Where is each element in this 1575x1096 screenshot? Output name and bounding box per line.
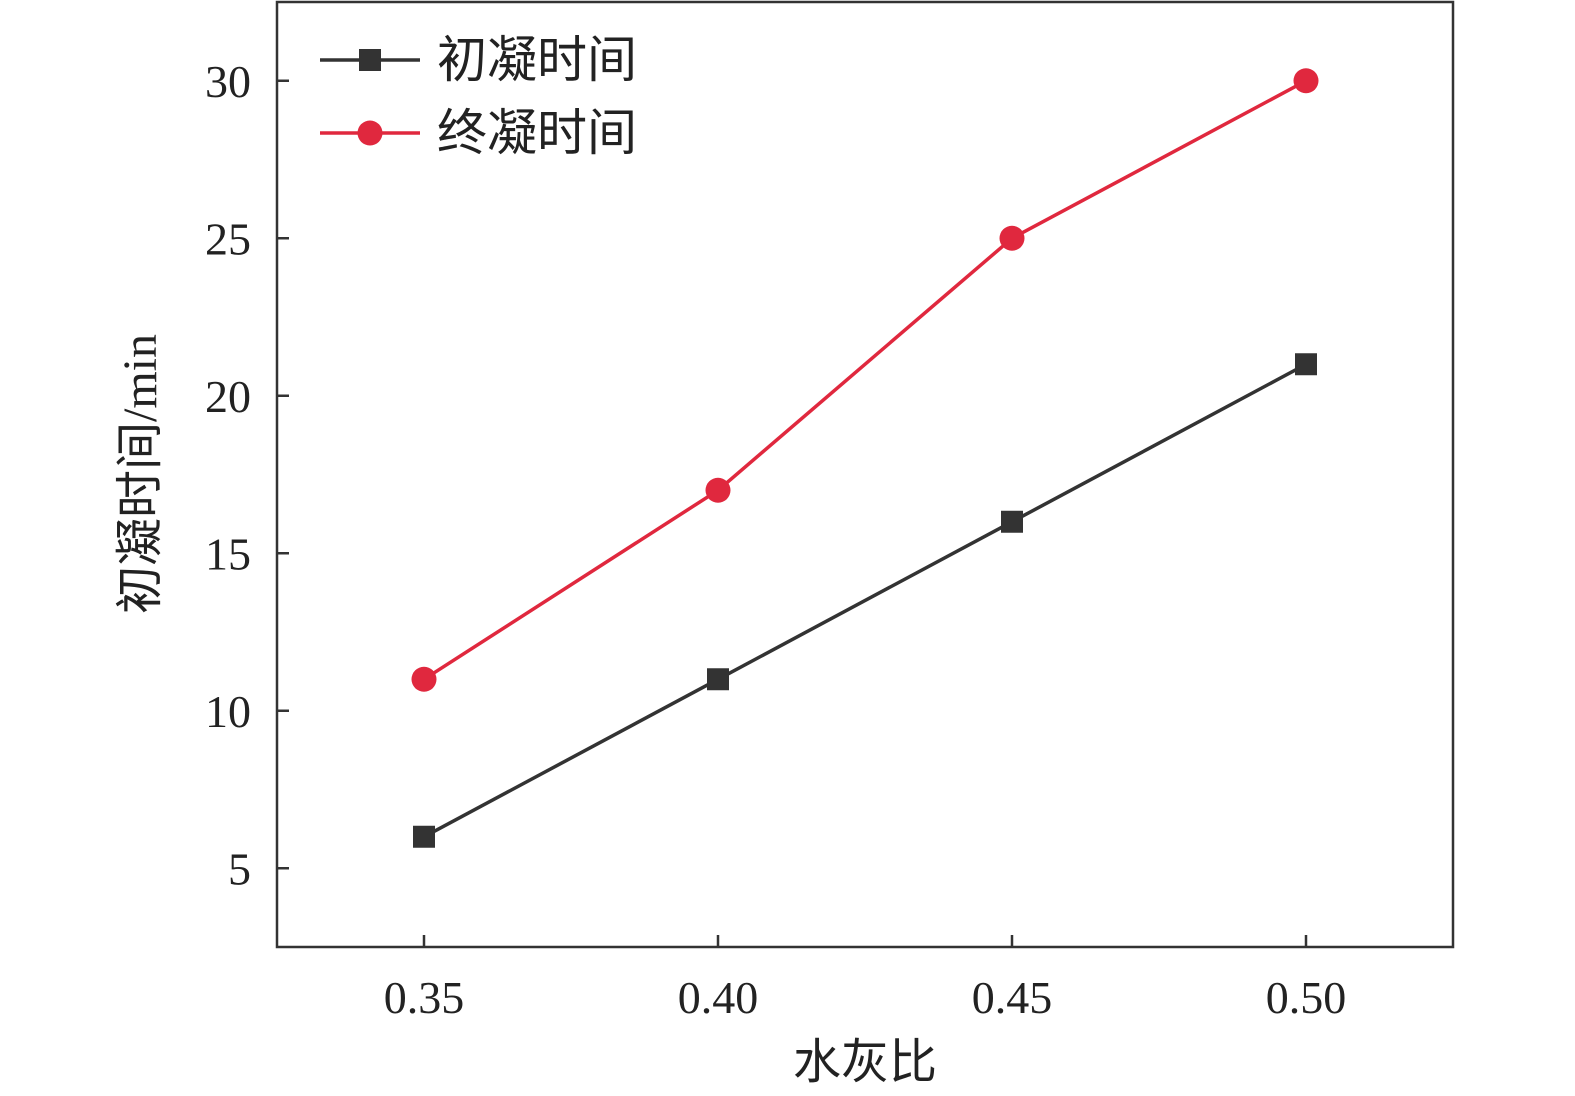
- y-axis-title: 初凝时间/min: [114, 334, 167, 614]
- data-point-square: [1001, 510, 1023, 533]
- data-point-circle: [999, 225, 1025, 251]
- data-point-square: [1295, 353, 1317, 376]
- data-point-circle: [1293, 68, 1319, 94]
- legend-label: 终凝时间: [437, 105, 637, 161]
- y-axis: 5 10 15 20 25 30: [205, 56, 289, 894]
- y-tick-label: 5: [228, 843, 251, 894]
- x-axis: 0.35 0.40 0.45 0.50: [384, 935, 1347, 1023]
- legend-label: 初凝时间: [437, 32, 637, 88]
- data-point-circle: [411, 666, 437, 692]
- data-point-square: [707, 668, 729, 691]
- series-line-1: [423, 362, 1307, 839]
- x-tick-label: 0.50: [1266, 972, 1347, 1023]
- plot-frame: [275, 0, 1455, 949]
- legend-marker-circle: [357, 120, 383, 146]
- legend-marker-square: [359, 49, 381, 71]
- series-layer: [411, 68, 1319, 848]
- data-point-circle: [705, 477, 731, 503]
- x-axis-title: 水灰比: [793, 1036, 937, 1089]
- data-point-square: [413, 825, 435, 848]
- y-tick-label: 10: [205, 686, 251, 737]
- x-tick-label: 0.45: [972, 972, 1053, 1023]
- y-tick-label: 30: [205, 56, 251, 107]
- y-tick-label: 20: [205, 371, 251, 422]
- y-tick-label: 15: [205, 528, 251, 579]
- x-tick-label: 0.40: [678, 972, 759, 1023]
- y-tick-label: 25: [205, 213, 251, 264]
- x-tick-label: 0.35: [384, 972, 465, 1023]
- series-line-2: [423, 79, 1307, 681]
